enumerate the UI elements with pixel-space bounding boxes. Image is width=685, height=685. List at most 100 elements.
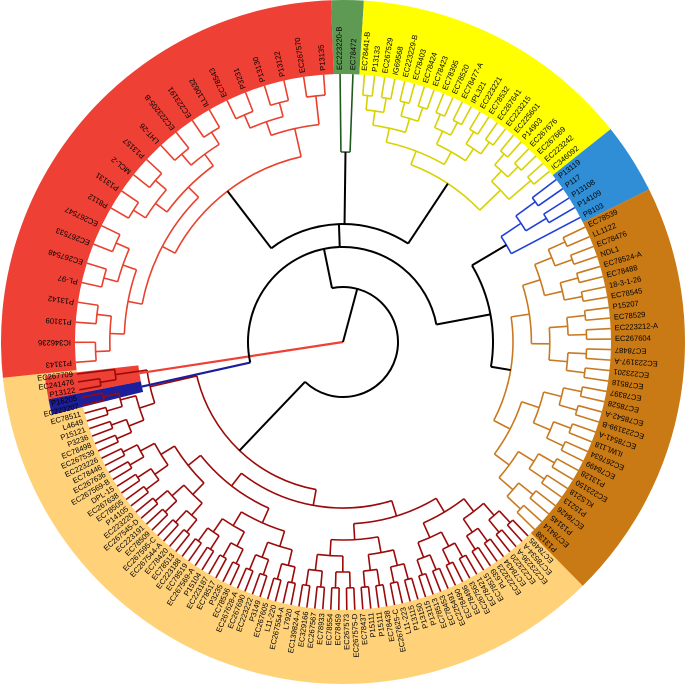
- brown-clade-branch: [551, 466, 574, 481]
- peach-clade-branch: [273, 577, 282, 581]
- brown-clade-branch: [554, 258, 573, 267]
- peach-clade-branch: [221, 518, 245, 533]
- leaf-label: P15111: [374, 611, 386, 637]
- peach-clade-branch: [91, 427, 113, 437]
- yellow-clade-branch: [362, 74, 366, 96]
- yellow-clade-branch: [417, 86, 426, 107]
- yellow-clade-branch: [380, 77, 386, 98]
- brown-clade-branch: [551, 458, 558, 468]
- peach-clade-branch: [498, 510, 511, 524]
- peach-clade-branch: [367, 554, 372, 571]
- peach-clade-branch: [152, 497, 159, 505]
- peach-clade-branch: [375, 583, 384, 587]
- brown-clade-branch: [570, 245, 594, 256]
- red-clade-branch: [315, 95, 320, 125]
- yellow-clade-branch: [365, 95, 369, 111]
- peach-clade-branch: [287, 549, 293, 566]
- brown-clade-branch: [583, 310, 587, 321]
- peach-clade-branch: [120, 395, 137, 401]
- brown-clade-branch: [493, 453, 510, 466]
- peach-clade-branch: [219, 554, 227, 560]
- brown-clade-branch: [518, 482, 534, 496]
- peach-clade-branch: [149, 375, 198, 388]
- leaf-label: P13133: [370, 45, 382, 72]
- brown-clade-branch: [575, 273, 581, 283]
- brown-clade-branch: [517, 450, 535, 463]
- peach-clade-branch: [368, 549, 394, 556]
- peach-clade-branch: [422, 522, 431, 538]
- yellow-clade-branch: [520, 155, 537, 171]
- peach-clade-branch: [403, 563, 409, 580]
- peach-clade-branch: [150, 468, 160, 481]
- yellow-clade-branch: [527, 162, 544, 178]
- yellow-clade-branch: [408, 83, 416, 104]
- brown-clade-branch: [568, 432, 593, 443]
- brown-clade-branch: [548, 359, 568, 363]
- leaf-label: EC223197-A: [613, 356, 658, 368]
- yellow-clade-branch: [372, 124, 406, 134]
- peach-clade-branch: [363, 568, 378, 572]
- brown-clade-branch: [572, 423, 596, 433]
- peach-clade-branch: [122, 444, 138, 453]
- red-clade-branch: [283, 80, 290, 101]
- red-clade-branch: [122, 264, 137, 271]
- peach-clade-branch: [290, 583, 297, 606]
- peach-clade-branch: [389, 583, 396, 606]
- yellow-clade-branch: [390, 78, 396, 100]
- brown-clade-branch: [580, 291, 584, 302]
- peach-clade-branch: [483, 502, 495, 516]
- red-clade-branch: [111, 234, 121, 252]
- peach-clade-branch: [162, 508, 169, 516]
- brown-clade-branch: [493, 401, 523, 455]
- red-clade-branch: [322, 74, 326, 96]
- peach-clade-branch: [416, 559, 424, 576]
- leaf-label: EC78487: [615, 346, 647, 356]
- red-clade-branch: [86, 262, 107, 270]
- peach-clade-branch: [488, 510, 500, 521]
- blue-clade-branch: [525, 217, 547, 232]
- red-clade-branch: [77, 301, 99, 307]
- red-clade-branch: [100, 268, 108, 288]
- peach-clade-branch: [501, 529, 517, 548]
- peach-clade-branch: [329, 539, 332, 556]
- yellow-clade-branch: [436, 143, 466, 162]
- brown-clade-branch: [553, 421, 572, 430]
- peach-clade-branch: [145, 508, 164, 525]
- red-clade-branch: [160, 144, 176, 161]
- peach-clade-branch: [121, 479, 141, 494]
- peach-clade-branch: [410, 577, 419, 600]
- brown-clade-branch: [585, 367, 610, 372]
- leaf-label: EC267567: [306, 612, 319, 649]
- peach-clade-branch: [360, 587, 364, 610]
- yellow-clade-branch: [404, 118, 411, 133]
- peach-clade-branch: [212, 518, 224, 533]
- green-clade-branch: [349, 74, 354, 153]
- peach-clade-branch: [377, 536, 382, 553]
- red-clade-branch: [116, 248, 130, 282]
- yellow-clade-branch: [399, 81, 406, 102]
- peach-clade-branch: [76, 368, 115, 375]
- peach-clade-branch: [424, 573, 434, 595]
- leaf-label: L7920: [281, 608, 294, 630]
- peach-clade-branch: [116, 431, 132, 440]
- brown-clade-branch: [511, 313, 530, 318]
- leaf-label: P15207: [612, 299, 639, 311]
- peach-clade-branch: [187, 454, 202, 467]
- yellow-clade-branch: [507, 166, 519, 178]
- yellow-clade-branch: [400, 101, 406, 117]
- peach-clade-branch: [236, 531, 246, 547]
- brown-clade-branch: [521, 401, 540, 409]
- peach-clade-branch: [403, 579, 411, 602]
- backbone-branch: [436, 313, 491, 326]
- peach-clade-branch: [171, 484, 185, 497]
- peach-clade-branch: [222, 542, 232, 558]
- peach-clade-branch: [230, 472, 243, 487]
- peach-clade-branch: [101, 447, 122, 459]
- red-clade-branch: [270, 99, 289, 107]
- yellow-clade-branch: [435, 93, 445, 113]
- red-clade-branch: [75, 321, 97, 325]
- red-clade-branch: [208, 109, 221, 128]
- red-clade-branch: [263, 85, 272, 106]
